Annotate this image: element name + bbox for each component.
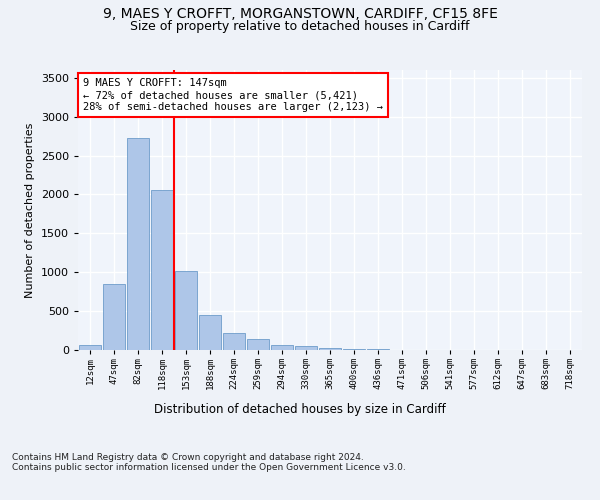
Bar [199, 315, 221, 350]
Bar [79, 346, 101, 350]
Text: Distribution of detached houses by size in Cardiff: Distribution of detached houses by size … [154, 402, 446, 415]
Text: Contains HM Land Registry data © Crown copyright and database right 2024.
Contai: Contains HM Land Registry data © Crown c… [12, 452, 406, 472]
Bar [247, 339, 269, 350]
Bar [103, 284, 125, 350]
Bar [271, 344, 293, 350]
Bar [319, 348, 341, 350]
Bar [343, 349, 365, 350]
Bar [127, 138, 149, 350]
Text: 9, MAES Y CROFFT, MORGANSTOWN, CARDIFF, CF15 8FE: 9, MAES Y CROFFT, MORGANSTOWN, CARDIFF, … [103, 8, 497, 22]
Text: 9 MAES Y CROFFT: 147sqm
← 72% of detached houses are smaller (5,421)
28% of semi: 9 MAES Y CROFFT: 147sqm ← 72% of detache… [83, 78, 383, 112]
Y-axis label: Number of detached properties: Number of detached properties [25, 122, 35, 298]
Bar [151, 190, 173, 350]
Bar [367, 349, 389, 350]
Bar [295, 346, 317, 350]
Text: Size of property relative to detached houses in Cardiff: Size of property relative to detached ho… [130, 20, 470, 33]
Bar [223, 333, 245, 350]
Bar [175, 272, 197, 350]
